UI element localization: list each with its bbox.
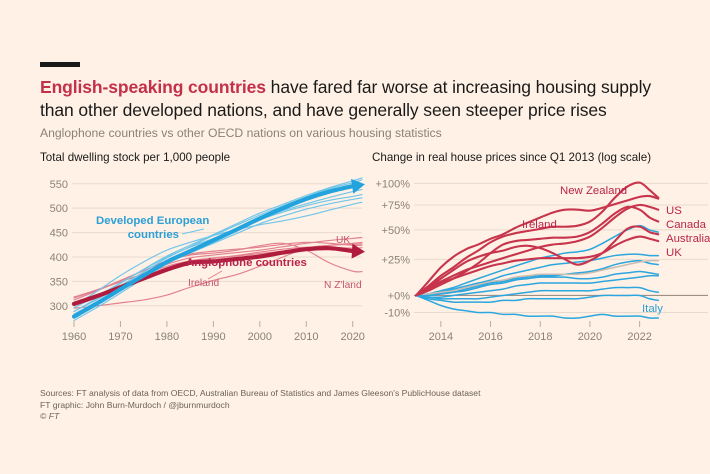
right-series-line xyxy=(415,294,660,319)
left-series-line xyxy=(73,177,363,313)
left-ytick: 450 xyxy=(50,228,68,240)
right-ytick: +100% xyxy=(375,178,410,190)
left-xtick: 1960 xyxy=(62,331,86,343)
left-anno-uk: UK xyxy=(336,235,350,246)
right-series-line xyxy=(414,225,660,297)
left-anno-european: Developed European xyxy=(96,215,209,227)
right-series-line xyxy=(415,270,660,297)
right-ytick: +75% xyxy=(382,200,411,212)
right-anno-canada: Canada xyxy=(666,219,707,231)
left-trend-line xyxy=(71,184,355,319)
left-chart: 300 350 400 450 500 550 1960 1970 1980 1990 2000 20… xyxy=(50,177,365,343)
right-anno-australia: Australia xyxy=(666,233,710,245)
left-series-line xyxy=(73,201,363,307)
right-series-line xyxy=(415,259,660,297)
right-series-line xyxy=(414,194,660,297)
right-series-line xyxy=(414,235,660,297)
footer-credit: FT graphic: John Burn-Murdoch / @jburnmu… xyxy=(40,399,230,410)
right-xtick: 2014 xyxy=(429,331,453,343)
right-series-line xyxy=(414,203,660,297)
left-ytick: 550 xyxy=(50,179,68,191)
left-trend-arrowhead xyxy=(351,243,365,259)
left-ytick: 350 xyxy=(50,276,68,288)
left-xtick: 1970 xyxy=(108,331,132,343)
left-series-line xyxy=(73,246,363,307)
right-series-line xyxy=(414,181,660,297)
right-anno-new-zealand: New Zealand xyxy=(560,185,627,197)
subheadline: Anglophone countries vs other OECD natio… xyxy=(40,126,442,140)
left-xtick: 2000 xyxy=(248,331,272,343)
right-series-line xyxy=(415,294,660,303)
right-series-line xyxy=(415,286,660,300)
left-ytick: 400 xyxy=(50,252,68,264)
footer: Sources: FT analysis of data from OECD, … xyxy=(40,388,680,423)
left-trend-arrowhead xyxy=(351,178,365,194)
headline-highlight: English-speaking countries xyxy=(40,77,266,97)
right-anno-us: US xyxy=(666,205,682,217)
right-ytick: +50% xyxy=(382,225,411,237)
footer-copyright: © FT xyxy=(40,411,60,422)
headline: English-speaking countries have fared fa… xyxy=(40,76,680,122)
left-ytick: 300 xyxy=(50,301,68,313)
left-xtick: 1990 xyxy=(201,331,225,343)
right-xtick: 2016 xyxy=(478,331,502,343)
right-anno-uk: UK xyxy=(666,247,682,259)
left-series-line xyxy=(73,241,363,298)
right-series-line xyxy=(415,274,660,299)
left-xtick: 2020 xyxy=(340,331,364,343)
left-anno-anglophone: Anglophone countries xyxy=(186,257,307,269)
right-ytick: -10% xyxy=(384,308,410,320)
right-anno-ireland: Ireland xyxy=(522,219,557,231)
left-xtick: 2010 xyxy=(294,331,318,343)
right-ytick: +25% xyxy=(382,254,411,266)
right-xtick: 2018 xyxy=(528,331,552,343)
headline-rest: have fared far worse at increasing housi… xyxy=(40,77,652,120)
right-series-line xyxy=(415,224,660,297)
right-chart-title: Change in real house prices since Q1 201… xyxy=(372,151,652,164)
right-xtick: 2022 xyxy=(627,331,651,343)
footer-sources: Sources: FT analysis of data from OECD, … xyxy=(40,388,481,398)
right-ytick: +0% xyxy=(388,290,411,302)
left-anno-nzland: N Z'land xyxy=(324,280,362,291)
left-ytick: 500 xyxy=(50,203,68,215)
right-xtick: 2020 xyxy=(578,331,602,343)
left-series-line xyxy=(73,243,363,309)
left-chart-title: Total dwelling stock per 1,000 people xyxy=(40,151,231,164)
top-rule xyxy=(40,62,80,67)
right-chart: +100% +75% +50% +25% +0% -10% 2014 2016 2018 2020… xyxy=(375,178,710,343)
right-series-line xyxy=(415,253,660,297)
left-series-line xyxy=(73,241,363,304)
right-anno-italy: Italy xyxy=(642,303,663,315)
left-series-line xyxy=(73,197,363,322)
left-xtick: 1980 xyxy=(155,331,179,343)
left-anno-european-2: countries xyxy=(128,229,179,241)
left-anno-ireland: Ireland xyxy=(188,278,219,289)
